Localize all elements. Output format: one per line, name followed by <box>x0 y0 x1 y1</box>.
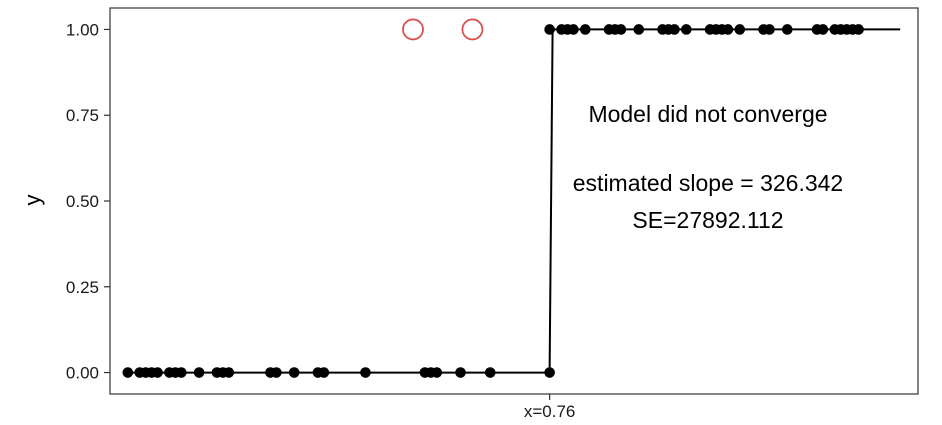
data-point <box>455 367 466 378</box>
data-point <box>318 367 330 378</box>
data-point <box>579 24 591 35</box>
data-point <box>544 367 555 378</box>
data-point <box>734 24 746 35</box>
data-point <box>781 24 793 35</box>
data-point <box>271 367 282 378</box>
data-point <box>615 24 627 35</box>
x-tick-label: x=0.76 <box>524 402 576 421</box>
data-point <box>288 367 300 378</box>
data-point <box>544 24 555 35</box>
x-axis: x=0.76 <box>524 394 576 421</box>
data-point <box>122 367 134 378</box>
data-point <box>431 367 443 378</box>
y-tick-label: 0.50 <box>66 192 99 211</box>
y-axis: 0.00 0.25 0.50 0.75 1.00 <box>66 20 110 383</box>
data-point <box>484 367 496 378</box>
data-point <box>152 367 163 378</box>
data-point <box>680 24 692 35</box>
plot-panel <box>109 7 919 395</box>
data-point <box>764 24 775 35</box>
annotation-convergence: Model did not converge <box>588 101 827 127</box>
y-tick-label: 0.00 <box>66 364 99 383</box>
y-axis-title: y <box>20 195 45 206</box>
data-point <box>175 367 187 378</box>
data-point <box>360 367 371 378</box>
highlighted-point <box>461 18 484 41</box>
annotation-se: SE=27892.112 <box>632 207 783 233</box>
y-tick-label: 0.75 <box>66 106 99 125</box>
y-tick-label: 0.25 <box>66 278 99 297</box>
data-point <box>193 367 205 378</box>
data-point <box>853 24 864 35</box>
data-point <box>669 24 680 35</box>
data-point <box>223 367 235 378</box>
highlighted-point <box>402 18 424 41</box>
y-tick-label: 1.00 <box>66 20 99 39</box>
data-point <box>817 24 829 35</box>
annotation-slope: estimated slope = 326.342 <box>573 170 843 196</box>
data-point <box>722 24 734 35</box>
data-point <box>633 24 645 35</box>
data-point <box>568 24 579 35</box>
